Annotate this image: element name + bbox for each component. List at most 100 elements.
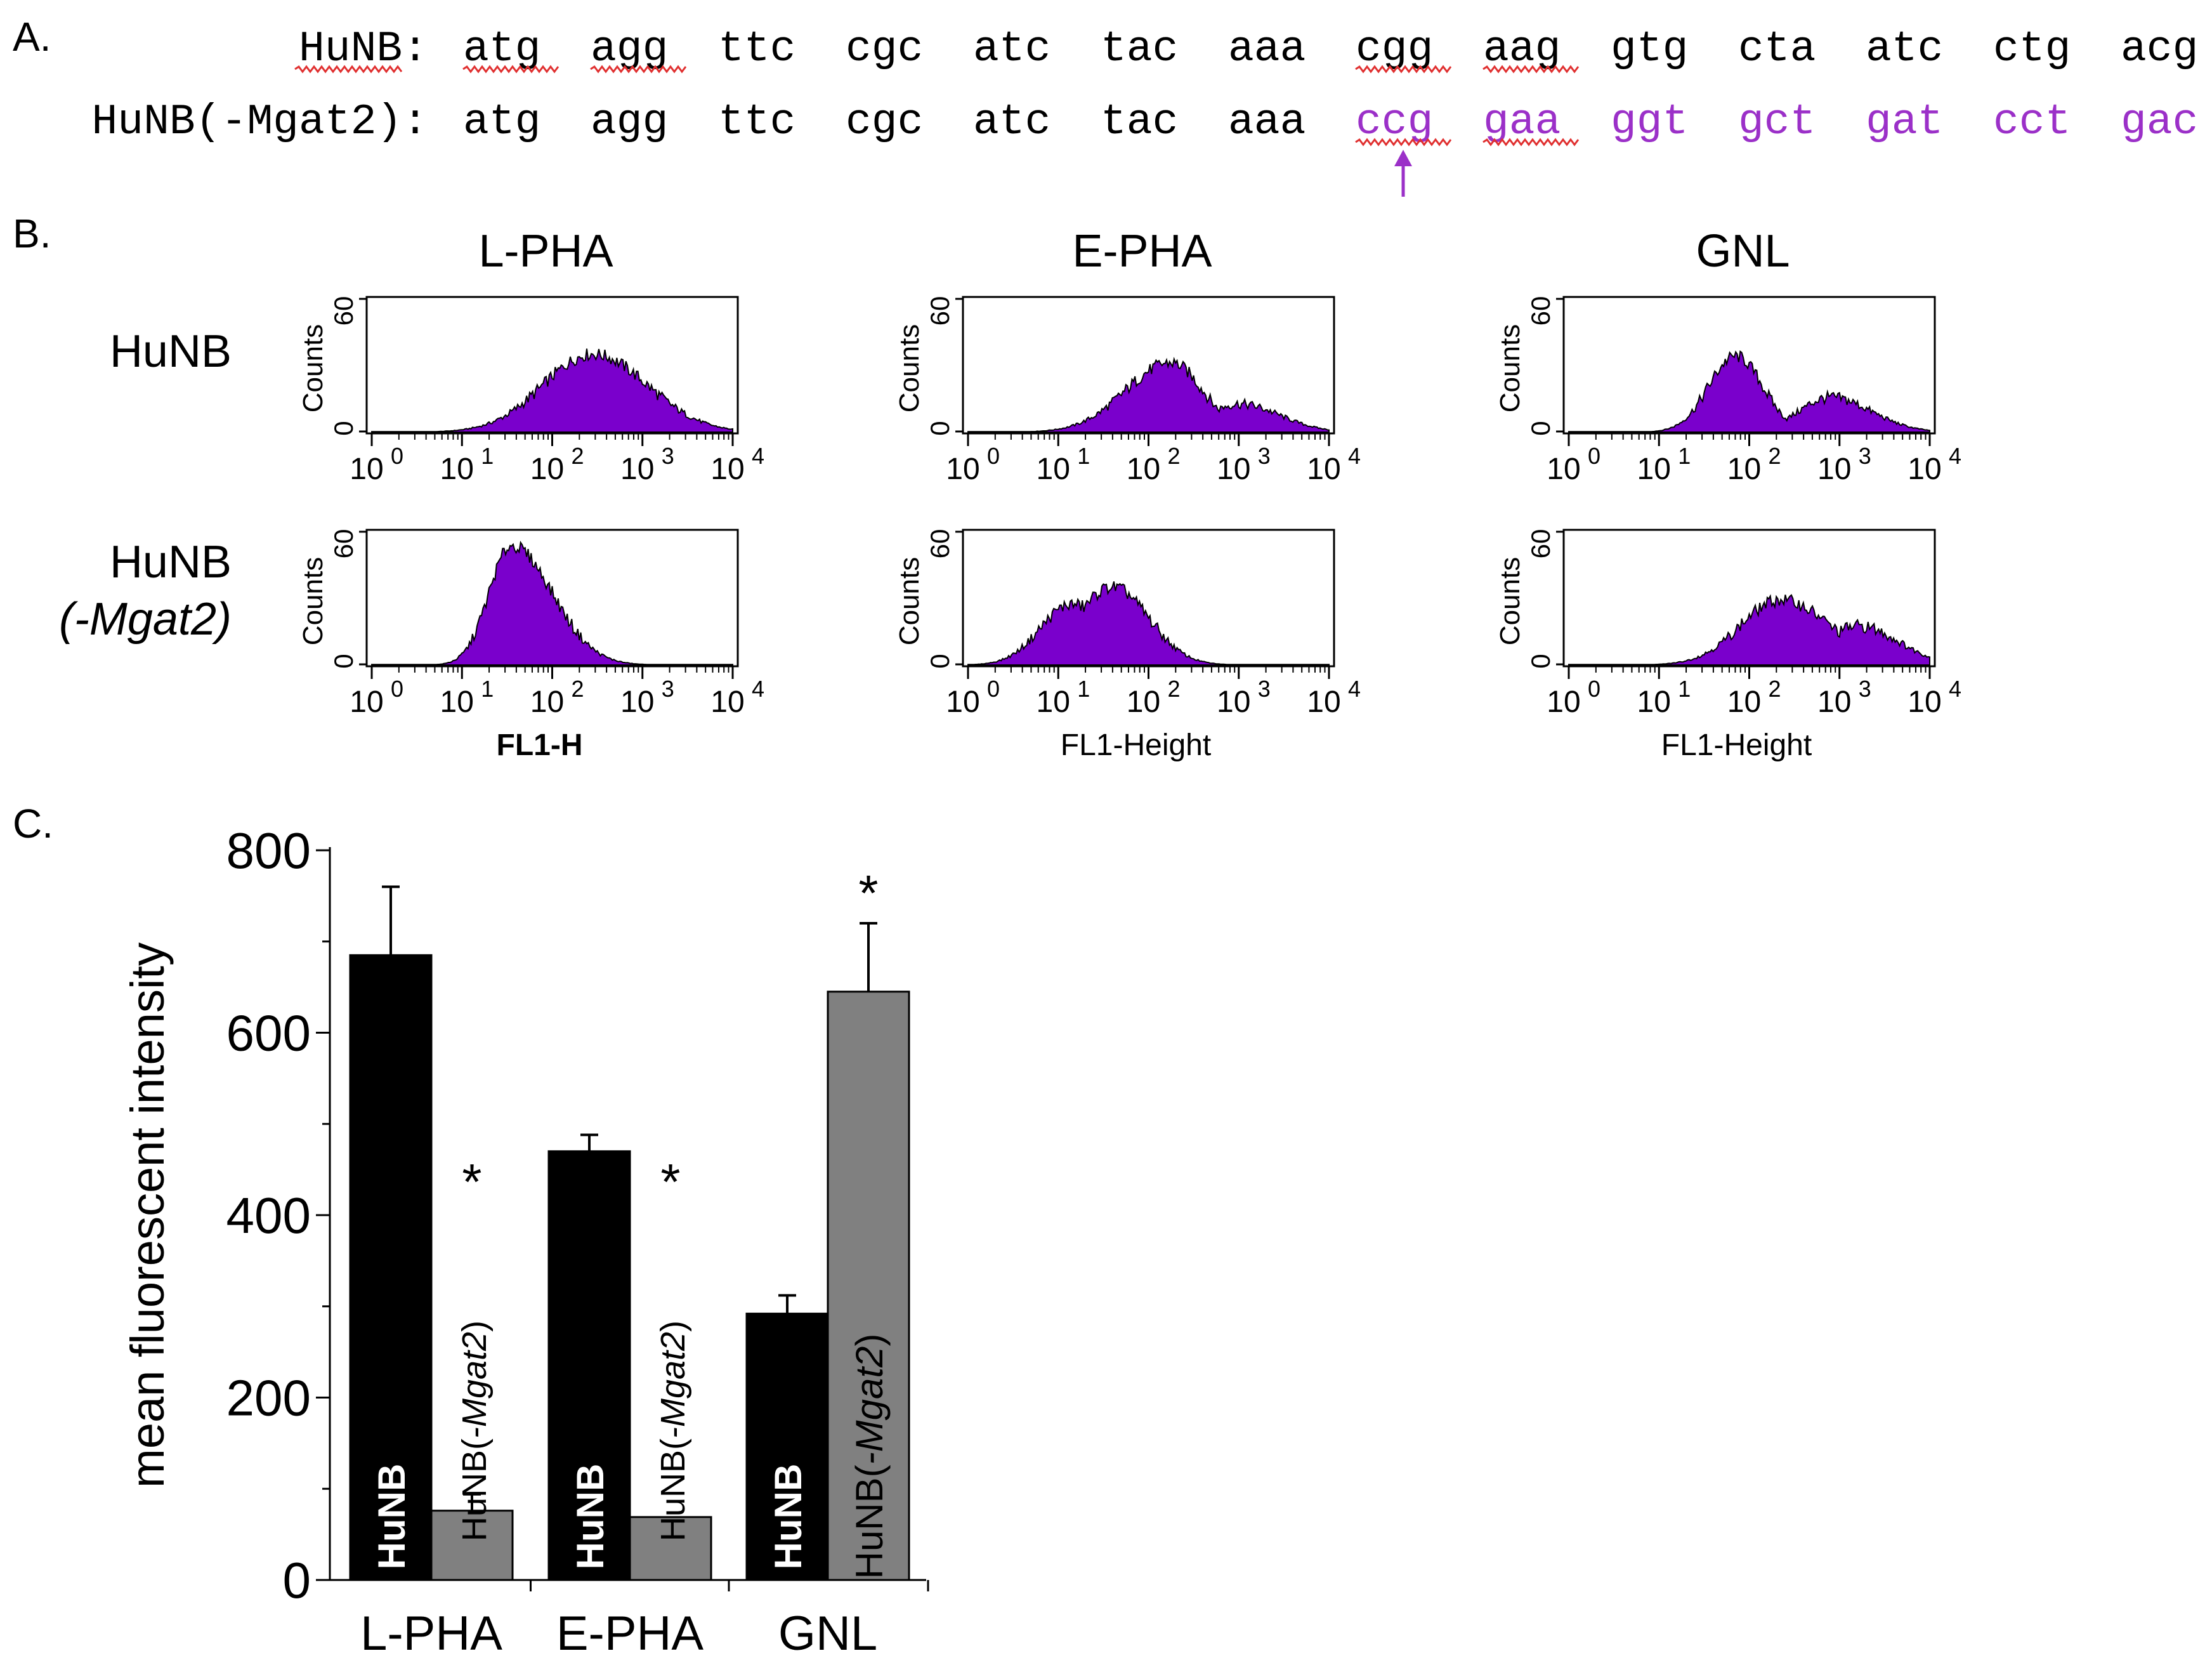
- x-tick-label: 10: [530, 452, 564, 486]
- x-tick-label: 10: [1307, 685, 1340, 719]
- bar-hunb-mgat2-: [430, 1510, 514, 1581]
- bar-chart: 0 200 400 600 800 mean fluorescent intensity H…: [121, 822, 929, 1661]
- spellcheck-squiggle: [1482, 65, 1580, 74]
- histogram-column-title: E-PHA: [1072, 226, 1212, 277]
- x-tick-exponent: 4: [1949, 443, 1961, 469]
- spellcheck-squiggle: [1482, 138, 1580, 147]
- y-axis-label: Counts: [1495, 324, 1526, 412]
- bar-inner-label: HuNB: [370, 1464, 413, 1570]
- x-tick-label: 10: [1127, 452, 1160, 486]
- x-tick-exponent: 2: [1769, 676, 1781, 702]
- bar-inner-label: HuNB(-Mgat2): [848, 1334, 891, 1579]
- histogram-grid: L-PHA E-PHA GNLHuNBHuNB(-Mgat2)600Counts10…: [59, 226, 1961, 762]
- x-tick-label: 10: [1547, 452, 1580, 486]
- bar-inner-label: HuNB(-Mgat2): [455, 1320, 494, 1541]
- x-tick-label: 10: [1637, 452, 1671, 486]
- x-tick-label: L-PHA: [360, 1607, 502, 1661]
- y-tick-label: 60: [925, 529, 955, 559]
- x-tick-exponent: 3: [662, 676, 674, 702]
- x-tick-exponent: 3: [662, 443, 674, 469]
- x-tick-exponent: 3: [1859, 443, 1871, 469]
- bar-label-italic: -Mgat2: [654, 1332, 692, 1438]
- x-tick-label: 10: [946, 685, 979, 719]
- x-tick-exponent: 1: [1077, 443, 1090, 469]
- y-axis-label: mean fluorescent intensity: [121, 942, 174, 1488]
- x-tick-exponent: 0: [391, 676, 403, 702]
- bar-label-text: HuNB(: [848, 1465, 891, 1579]
- significance-star: *: [660, 1154, 680, 1210]
- bar-hunb-mgat2-: [629, 1516, 712, 1581]
- y-axis-label: Counts: [894, 324, 925, 412]
- x-tick-exponent: 0: [1588, 443, 1600, 469]
- x-axis-label: FL1-Height: [1661, 728, 1812, 762]
- x-tick-label: 10: [1217, 452, 1250, 486]
- y-tick-label: 0: [283, 1552, 311, 1609]
- significance-star: *: [858, 865, 878, 921]
- x-tick-exponent: 4: [1949, 676, 1961, 702]
- x-tick-label: 10: [1817, 452, 1851, 486]
- x-tick-exponent: 1: [481, 676, 494, 702]
- codon: acg: [2121, 25, 2198, 74]
- codon: ggt: [1611, 98, 1688, 147]
- x-tick-label: 10: [620, 452, 654, 486]
- y-axis-label: Counts: [1495, 557, 1526, 645]
- significance-star: *: [462, 1154, 481, 1210]
- histogram-distribution: [967, 581, 1330, 666]
- x-tick-exponent: 4: [752, 443, 764, 469]
- y-tick-label: 400: [226, 1187, 311, 1244]
- bar-label-italic: -Mgat2: [848, 1346, 891, 1465]
- codon: agg: [591, 98, 668, 147]
- x-tick-label: 10: [1637, 685, 1671, 719]
- x-tick-label: 10: [1037, 452, 1070, 486]
- y-axis-label: Counts: [298, 324, 329, 412]
- mutation-arrow-head: [1394, 150, 1412, 166]
- histogram-distribution: [1568, 350, 1930, 433]
- x-axis-label: FL1-Height: [1061, 728, 1211, 762]
- y-tick-label: 0: [329, 654, 358, 668]
- x-tick-exponent: 2: [1769, 443, 1781, 469]
- x-tick-label: 10: [1547, 685, 1580, 719]
- y-tick-label: 0: [1526, 421, 1555, 435]
- x-tick-label: 10: [710, 452, 744, 486]
- y-tick-label: 0: [329, 421, 358, 435]
- panel-label-b: B.: [13, 211, 51, 256]
- y-tick-label: 60: [925, 296, 955, 326]
- spellcheck-squiggle: [462, 65, 560, 74]
- y-tick-label: 0: [1526, 654, 1555, 668]
- x-tick-exponent: 4: [1348, 676, 1361, 702]
- codon: gat: [1866, 98, 1943, 147]
- bar-inner-label: HuNB: [569, 1464, 612, 1570]
- x-tick-exponent: 1: [481, 443, 494, 469]
- spellcheck-squiggle: [1355, 65, 1452, 74]
- x-tick-label: 10: [1127, 685, 1160, 719]
- panel-c: C. 0 200 400 600 800 mean fluorescent intensi…: [13, 801, 929, 1661]
- x-tick-exponent: 3: [1258, 443, 1271, 469]
- x-tick-label: 10: [1037, 685, 1070, 719]
- y-axis-label: Counts: [298, 557, 329, 645]
- codon: atc: [973, 98, 1050, 147]
- x-tick-label: 10: [1307, 452, 1340, 486]
- sequence-row-label: HuNB(-Mgat2):: [92, 98, 429, 147]
- y-tick-label: 800: [226, 822, 311, 879]
- x-axis-label: FL1-H: [497, 728, 583, 762]
- codon: gct: [1738, 98, 1816, 147]
- panel-a: A. HuNB: atg agg ttc cgc atc tac aaa cgg aag gtg ct…: [13, 14, 2198, 197]
- bar-label-suffix: ): [455, 1320, 494, 1332]
- x-tick-label: 10: [440, 685, 474, 719]
- codon: aaa: [1228, 98, 1306, 147]
- x-tick-exponent: 1: [1678, 676, 1691, 702]
- codon: cct: [1993, 98, 2071, 147]
- sequence-row-label: HuNB:: [299, 25, 428, 74]
- bar-hunb: [349, 954, 433, 1581]
- codon: gtg: [1611, 25, 1688, 74]
- x-tick-exponent: 0: [987, 443, 1000, 469]
- y-tick-label: 60: [1526, 296, 1555, 326]
- x-tick-label: 10: [1727, 685, 1761, 719]
- x-tick-label: 10: [1908, 685, 1941, 719]
- codon: atg: [463, 98, 540, 147]
- x-tick-label: E-PHA: [556, 1607, 704, 1661]
- x-tick-label: 10: [440, 452, 474, 486]
- x-tick-exponent: 0: [987, 676, 1000, 702]
